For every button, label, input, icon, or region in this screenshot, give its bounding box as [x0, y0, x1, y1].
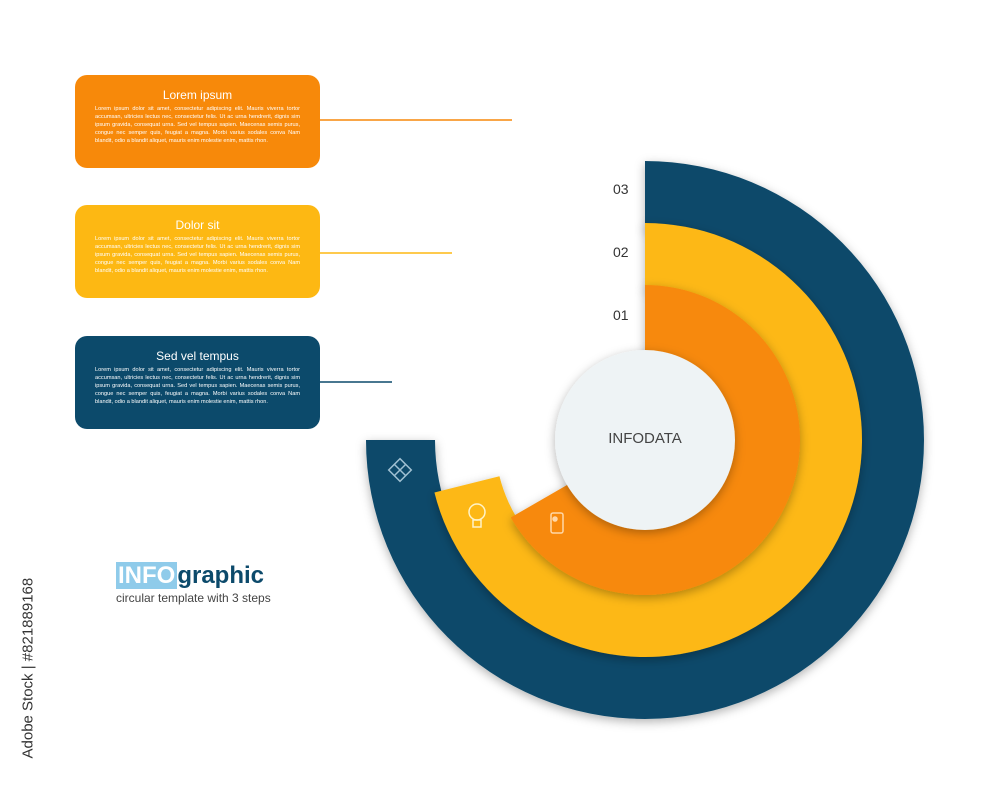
- puzzle-icon: [387, 457, 413, 483]
- ring-step-01: [510, 285, 800, 595]
- step-card-title: Dolor sit: [175, 218, 220, 232]
- infographic-heading: INFOgraphic: [116, 562, 265, 589]
- center-label: INFODATA: [608, 430, 682, 447]
- step-card-3: Sed vel tempus Lorem ipsum dolor sit ame…: [75, 336, 320, 429]
- subtitle: circular template with 3 steps: [116, 591, 271, 605]
- step-number-03: 03: [613, 181, 629, 197]
- step-card-text: Lorem ipsum dolor sit amet, consectetur …: [95, 106, 300, 144]
- step-card-title: Sed vel tempus: [156, 349, 239, 363]
- heading-info: INFO: [116, 562, 178, 589]
- watermark-id: Adobe Stock | #821889168: [19, 577, 37, 759]
- heading-graphic: graphic: [177, 562, 265, 589]
- step-card-text: Lorem ipsum dolor sit amet, consectetur …: [95, 367, 300, 405]
- step-card-text: Lorem ipsum dolor sit amet, consectetur …: [95, 236, 300, 274]
- step-card-2: Dolor sit Lorem ipsum dolor sit amet, co…: [75, 205, 320, 298]
- step-card-1: Lorem ipsum Lorem ipsum dolor sit amet, …: [75, 75, 320, 168]
- center-circle: [555, 350, 735, 530]
- step-card-title: Lorem ipsum: [162, 88, 233, 102]
- step-number-02: 02: [613, 244, 629, 260]
- step-number-01: 01: [613, 307, 629, 323]
- smartphone-icon: [550, 512, 564, 534]
- lightbulb-icon: [468, 503, 486, 528]
